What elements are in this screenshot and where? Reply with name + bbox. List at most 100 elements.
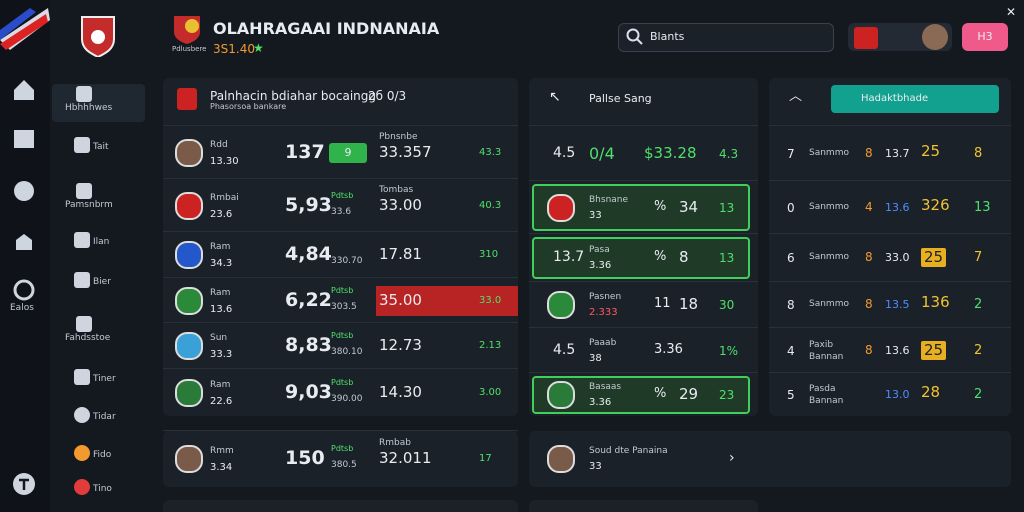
menu-icon bbox=[74, 445, 90, 461]
match-row[interactable]: Ram 13.6 6,22 Pdtsb 303.5 35.00 33.0 bbox=[163, 277, 518, 323]
team-name: Ram bbox=[210, 242, 231, 252]
odds-extra: 33.0 bbox=[479, 294, 502, 306]
tag-sub: 390.00 bbox=[331, 394, 363, 404]
menu-item[interactable]: Bier bbox=[93, 277, 111, 287]
col-b: 33.0 bbox=[885, 251, 910, 264]
avatar bbox=[175, 445, 203, 473]
close[interactable]: ✕ bbox=[1006, 5, 1017, 19]
menu-item[interactable]: Ilan bbox=[93, 237, 110, 247]
flag-logo bbox=[0, 8, 50, 50]
ranking-row[interactable]: 0 Sanmmo 4 13.6 326 13 bbox=[769, 180, 1011, 234]
sub: 3.36 bbox=[589, 397, 612, 408]
name: Sanmmo bbox=[809, 201, 849, 212]
menu-item[interactable]: Tiner bbox=[93, 374, 116, 384]
odds-extra: 310 bbox=[479, 249, 499, 260]
sub: 3.36 bbox=[589, 260, 612, 271]
odds-extra: 3.00 bbox=[479, 387, 502, 398]
menu-selected bbox=[52, 84, 145, 122]
score: 5,93 bbox=[285, 193, 332, 216]
more-panel bbox=[529, 500, 758, 512]
menu-item[interactable]: Fahdsstoe bbox=[65, 333, 111, 343]
logo-caption: Pdlusbere bbox=[172, 45, 207, 53]
team-name: Rmm bbox=[210, 446, 234, 456]
col-c: 25 bbox=[921, 141, 941, 160]
match-row[interactable]: 13.7 Pasa 3.36% 8 13 bbox=[529, 233, 758, 282]
bottom-left-panel: Rmm 3.34 150 Pdtsb 380.5 Rmbab 32.011 17 bbox=[163, 430, 518, 487]
panel-crest bbox=[177, 88, 197, 110]
panel-score: 2б 0/3 bbox=[368, 89, 407, 103]
rail-label[interactable]: Ealos bbox=[10, 303, 34, 313]
avatar bbox=[547, 381, 575, 409]
team-sub: 13.6 bbox=[210, 303, 233, 315]
col-c: 326 bbox=[921, 195, 950, 214]
rank: 7 bbox=[787, 146, 795, 161]
score-badge: 9 bbox=[329, 142, 367, 163]
ranking-row[interactable]: 6 Sanmmo 8 33.0 25 7 bbox=[769, 233, 1011, 282]
rank: 6 bbox=[787, 251, 795, 265]
odds-extra: 43.3 bbox=[479, 146, 502, 158]
name: Pasnen bbox=[589, 292, 622, 302]
match-row[interactable]: Rmbai 23.6 5,93 Pdtsb 33.6 Tombas 33.00 40.3 bbox=[163, 178, 518, 232]
menu-item[interactable]: Tino bbox=[93, 484, 112, 494]
row-highlight bbox=[532, 237, 750, 279]
avatar bbox=[175, 332, 203, 360]
match-row[interactable]: Sun 33.3 8,83 Pdtsb 380.10 12.73 2.13 bbox=[163, 322, 518, 369]
avatar bbox=[547, 193, 575, 222]
col-d: 13 bbox=[974, 199, 991, 215]
dropdown[interactable] bbox=[831, 85, 999, 113]
match-row[interactable]: Rdd 13.30 137 9 Pbnsnbe 33.357 43.3 bbox=[163, 125, 518, 179]
match-row[interactable]: Ram 34.3 4,84 330.70 17.81 310 bbox=[163, 231, 518, 278]
search-box[interactable] bbox=[618, 23, 834, 52]
odds-extra: 17 bbox=[479, 453, 492, 464]
right-panel: ︿ Hadaktbhade 7 Sanmmo 8 13.7 25 8 0 Sanmmo 4 13.6 3… bbox=[769, 78, 1011, 416]
match-row[interactable]: Pasnen 2.333 11 18 30 bbox=[529, 281, 758, 328]
star: ★ bbox=[253, 41, 264, 55]
col-b: 18 bbox=[679, 295, 699, 313]
tag-sub: 380.10 bbox=[331, 347, 363, 357]
match-row[interactable]: Ram 22.6 9,03 Pdtsb 390.00 14.30 3.00 bbox=[163, 368, 518, 417]
match-row[interactable]: Basaas 3.36% 29 23 bbox=[529, 372, 758, 417]
profile-badge bbox=[854, 27, 878, 49]
ranking-row[interactable]: 4 Paxib Bannan 8 13.6 25 2 bbox=[769, 327, 1011, 373]
ranking-row[interactable]: 5 Pasda Bannan 13.0 28 2 bbox=[769, 372, 1011, 417]
bottom-middle-panel: Soud dte Panaina 33 › bbox=[529, 431, 1011, 487]
collapse[interactable]: ︿ bbox=[789, 89, 803, 104]
menu-icon bbox=[74, 479, 90, 495]
col-b: 13.6 bbox=[885, 343, 910, 357]
odds: 33.357 bbox=[379, 142, 432, 161]
ranking-row[interactable]: 7 Sanmmo 8 13.7 25 8 bbox=[769, 125, 1011, 181]
menu-item[interactable]: Fido bbox=[93, 450, 112, 460]
odds: 17.81 bbox=[379, 245, 422, 263]
col-a: 3.36 bbox=[654, 341, 683, 357]
menu-icon bbox=[76, 86, 92, 102]
lead: 4.5 bbox=[553, 144, 576, 161]
match-row[interactable]: 4.5 0/4 $33.28 4.3 bbox=[529, 125, 758, 181]
ranking-row[interactable]: 8 Sanmmo 8 13.5 136 2 bbox=[769, 281, 1011, 328]
menu-icon bbox=[76, 183, 92, 199]
back-icon[interactable]: ↖ bbox=[549, 89, 561, 105]
chevron[interactable]: › bbox=[729, 450, 735, 466]
page-subtitle: 3S1.40 bbox=[213, 42, 255, 56]
col-b: 13.0 bbox=[885, 388, 910, 401]
col-b: 13.7 bbox=[885, 146, 910, 160]
middle-panel: ↖ Pallse Sang 4.5 0/4 $33.28 4.3 Bhsnane 33% 34 1… bbox=[529, 78, 758, 416]
menu-item[interactable]: Pamsnbrm bbox=[65, 200, 113, 210]
odds-highlight bbox=[376, 285, 518, 316]
action-button[interactable]: H3 bbox=[962, 23, 1008, 51]
page-title: OLAHRAGAAI INDNANAIA bbox=[213, 19, 440, 38]
match-row[interactable]: Rmm 3.34 150 Pdtsb 380.5 Rmbab 32.011 17 bbox=[163, 430, 518, 487]
tag: Pdtsb bbox=[331, 285, 354, 295]
menu-item[interactable]: Hbhhhwes bbox=[65, 103, 113, 113]
name: Paxib bbox=[809, 339, 834, 350]
dropdown-text[interactable]: Hadaktbhade bbox=[861, 93, 929, 104]
match-row[interactable]: 4.5 Paaab 38 3.36 1% bbox=[529, 327, 758, 373]
settings-icon[interactable] bbox=[12, 472, 36, 496]
menu-item[interactable]: Tait bbox=[93, 142, 109, 152]
col-a: 8 bbox=[865, 342, 873, 357]
name: Paaab bbox=[589, 337, 617, 348]
menu-item[interactable]: Tidar bbox=[93, 412, 116, 422]
search-text[interactable]: Blants bbox=[650, 30, 685, 43]
match-row[interactable]: Bhsnane 33% 34 13 bbox=[529, 180, 758, 234]
name: Bhsnane bbox=[589, 194, 629, 205]
